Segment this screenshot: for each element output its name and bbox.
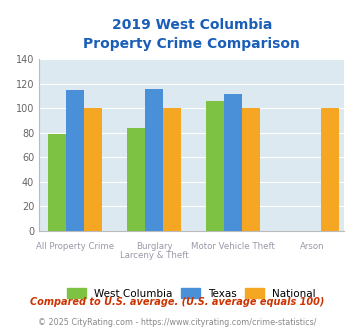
Bar [66, 90, 84, 231]
Text: Motor Vehicle Theft: Motor Vehicle Theft [191, 242, 275, 251]
Bar [242, 109, 260, 231]
Bar [206, 101, 224, 231]
Bar [48, 134, 66, 231]
Title: 2019 West Columbia
Property Crime Comparison: 2019 West Columbia Property Crime Compar… [83, 18, 300, 51]
Text: All Property Crime: All Property Crime [36, 242, 114, 251]
Text: Arson: Arson [300, 242, 324, 251]
Legend: West Columbia, Texas, National: West Columbia, Texas, National [63, 284, 320, 303]
Bar [224, 94, 242, 231]
Text: © 2025 CityRating.com - https://www.cityrating.com/crime-statistics/: © 2025 CityRating.com - https://www.city… [38, 318, 317, 327]
Bar [84, 109, 102, 231]
Text: Compared to U.S. average. (U.S. average equals 100): Compared to U.S. average. (U.S. average … [30, 297, 325, 307]
Bar [145, 89, 163, 231]
Text: Larceny & Theft: Larceny & Theft [120, 250, 188, 260]
Bar [163, 109, 181, 231]
Bar [127, 128, 145, 231]
Text: Burglary: Burglary [136, 242, 172, 251]
Bar [321, 109, 339, 231]
